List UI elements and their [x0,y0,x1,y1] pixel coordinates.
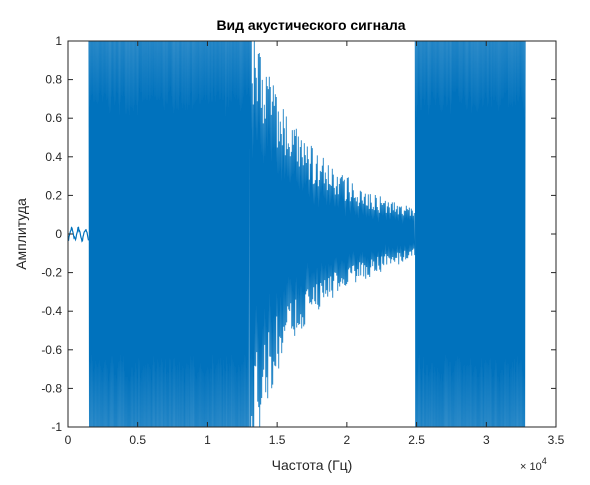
y-axis-label: Амплитуда [13,198,29,270]
x-axis-exponent: × 104 [520,456,547,473]
x-tick-label: 0.5 [129,433,146,447]
x-tick-label: 2 [344,433,351,447]
signal-line-segment-3 [414,41,526,427]
y-tick-label: -1 [51,420,62,434]
y-tick-label: 0.4 [45,150,62,164]
x-tick-label: 2.5 [408,433,425,447]
y-axis: -1 -0.8 -0.6 -0.4 -0.2 0 0.2 0.4 0.6 0.8 1 [41,34,556,434]
y-tick-label: 1 [55,34,62,48]
y-tick-label: 0.6 [45,111,62,125]
x-axis-exponent-base: × 10 [520,461,542,473]
x-tick-label: 1 [204,433,211,447]
y-tick-label: 0.2 [45,188,62,202]
y-tick-label: -0.2 [41,266,62,280]
y-tick-label: -0.8 [41,381,62,395]
y-tick-label: 0 [55,227,62,241]
x-axis-label: Частота (Гц) [272,457,353,473]
x-tick-label: 1.5 [269,433,286,447]
plot-area [68,41,526,427]
x-axis-exponent-power: 4 [542,456,547,466]
x-axis: 0 0.5 1 1.5 2 2.5 3 3.5 [65,41,565,447]
x-tick-label: 0 [65,433,72,447]
y-tick-label: -0.4 [41,304,62,318]
y-tick-label: 0.8 [45,73,62,87]
chart-title: Вид акустического сигнала [216,17,405,33]
signal-line-segment-0 [68,226,90,243]
y-tick-label: -0.6 [41,343,62,357]
x-tick-label: 3 [483,433,490,447]
signal-line-segment-2 [248,41,416,427]
x-tick-label: 3.5 [548,433,565,447]
signal-line-segment-1 [88,41,250,427]
